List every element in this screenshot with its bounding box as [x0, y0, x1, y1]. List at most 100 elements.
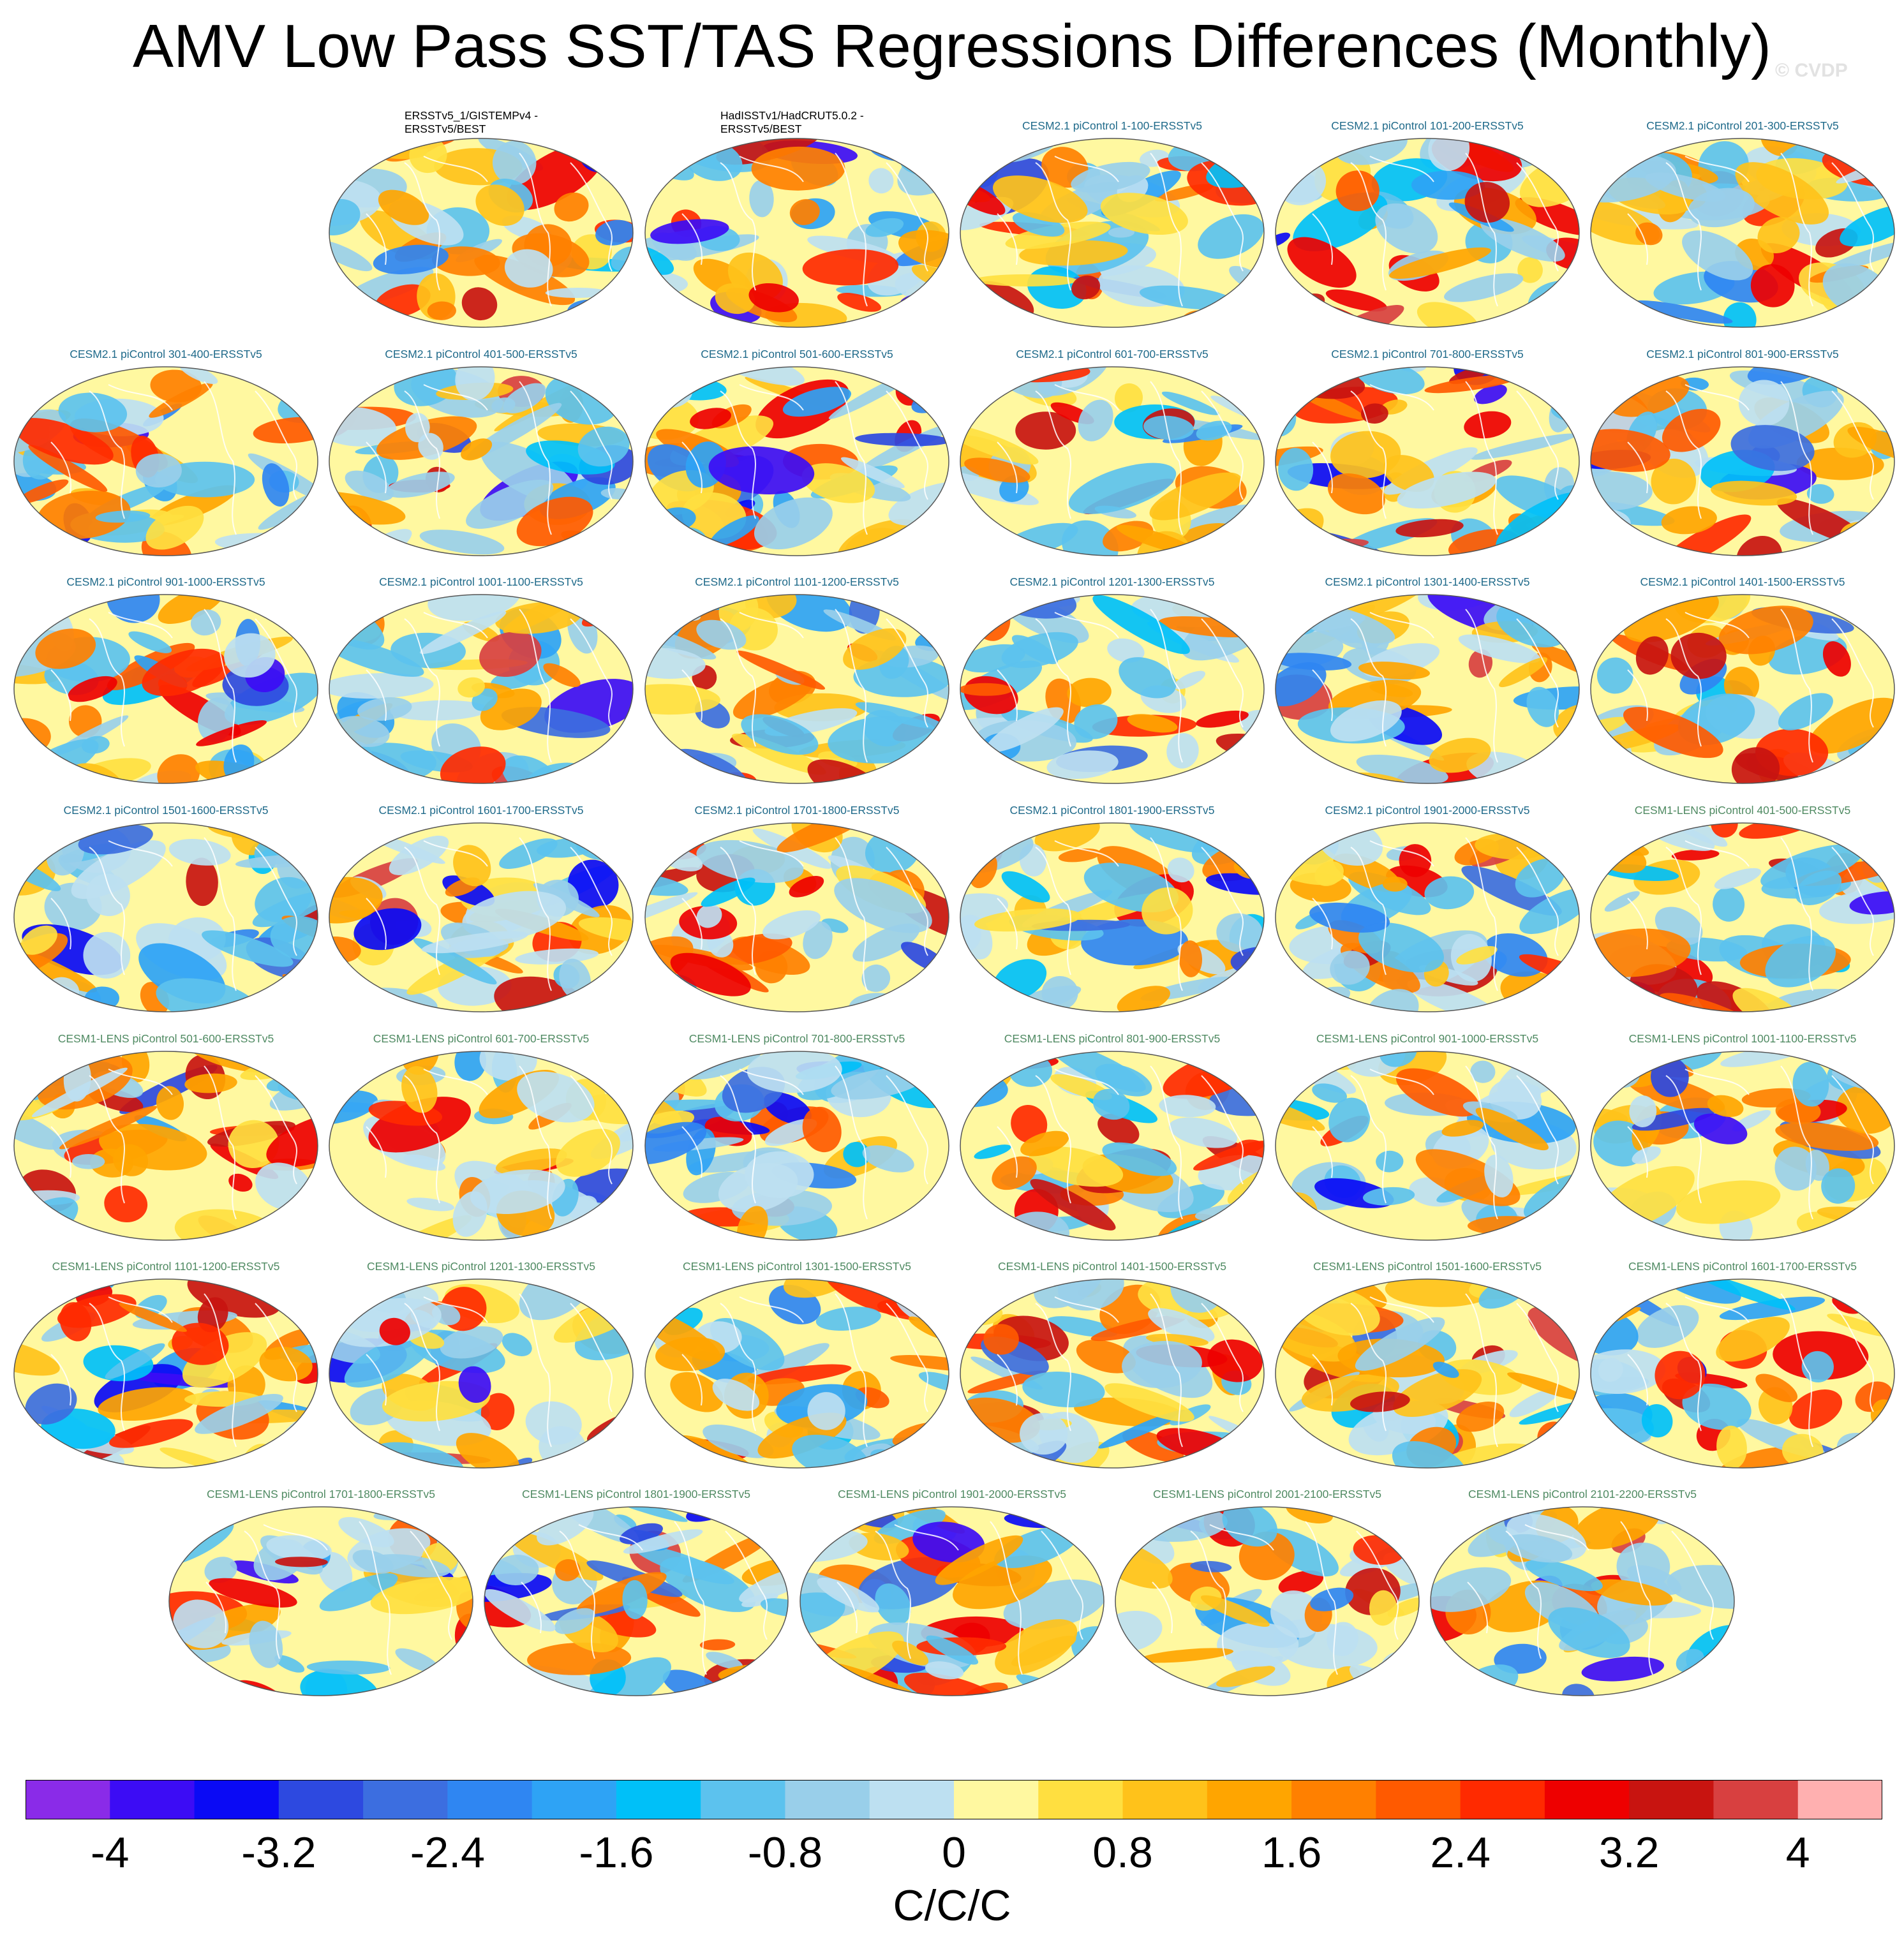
panel-title: CESM2.1 piControl 1801-1900-ERSSTv5: [1009, 804, 1215, 817]
panel-title: CESM2.1 piControl 201-300-ERSSTv5: [1646, 119, 1839, 132]
colorbar: [26, 1780, 1882, 1819]
regression-map: [960, 594, 1265, 784]
colorbar-swatch: [1291, 1780, 1376, 1819]
panel-title: CESM2.1 piControl 801-900-ERSSTv5: [1646, 348, 1839, 360]
panel-title: CESM2.1 piControl 1501-1600-ERSSTv5: [63, 804, 269, 817]
colorbar-swatch: [110, 1780, 195, 1819]
panel-title: CESM2.1 piControl 901-1000-ERSSTv5: [66, 575, 265, 588]
colorbar-swatch: [1460, 1780, 1545, 1819]
regression-map: [329, 366, 634, 556]
colorbar-swatch: [447, 1780, 533, 1819]
regression-map: [960, 138, 1265, 328]
colorbar-swatch: [701, 1780, 785, 1819]
regression-map: [13, 1051, 318, 1241]
regression-map: [13, 822, 318, 1012]
colorbar-swatch: [1207, 1780, 1292, 1819]
colorbar-tick-label: -2.4: [410, 1828, 485, 1877]
regression-map: [1275, 594, 1580, 784]
colorbar-swatch: [616, 1780, 701, 1819]
regression-map: [1590, 822, 1895, 1012]
panel-title: CESM2.1 piControl 701-800-ERSSTv5: [1331, 348, 1524, 360]
figure-title: AMV Low Pass SST/TAS Regressions Differe…: [133, 12, 1771, 80]
regression-map: [960, 366, 1265, 556]
regression-map: [484, 1506, 789, 1696]
colorbar-swatch: [954, 1780, 1039, 1819]
colorbar-swatch: [26, 1780, 110, 1819]
panel-title: CESM1-LENS piControl 1601-1700-ERSSTv5: [1628, 1260, 1857, 1273]
panel-title: CESM2.1 piControl 101-200-ERSSTv5: [1331, 119, 1524, 132]
colorbar-tick-label: 0.8: [1092, 1828, 1153, 1877]
regression-map: [800, 1506, 1104, 1696]
panel-title: CESM1-LENS piControl 1401-1500-ERSSTv5: [998, 1260, 1226, 1273]
colorbar-swatch: [278, 1780, 364, 1819]
regression-map: [13, 1278, 318, 1469]
regression-map: [1275, 1051, 1580, 1241]
panel-title: CESM2.1 piControl 301-400-ERSSTv5: [70, 348, 262, 360]
panel-title: CESM1-LENS piControl 601-700-ERSSTv5: [373, 1032, 590, 1045]
regression-map: [329, 1278, 634, 1469]
panel-title: CESM1-LENS piControl 701-800-ERSSTv5: [688, 1032, 905, 1045]
colorbar-units: C/C/C: [893, 1881, 1011, 1930]
colorbar-tick-label: 3.2: [1598, 1828, 1660, 1877]
regression-map: [644, 594, 949, 784]
regression-map: [1275, 138, 1580, 328]
panel-title: CESM1-LENS piControl 801-900-ERSSTv5: [1004, 1032, 1221, 1045]
colorbar-swatch: [1629, 1780, 1714, 1819]
regression-map: [1590, 594, 1895, 784]
regression-map: [13, 594, 318, 784]
regression-map: [329, 822, 634, 1012]
panel-title: CESM1-LENS piControl 1501-1600-ERSSTv5: [1313, 1260, 1542, 1273]
colorbar-swatch: [532, 1780, 617, 1819]
colorbar-tick-label: 2.4: [1430, 1828, 1491, 1877]
panel-title: CESM2.1 piControl 1301-1400-ERSSTv5: [1325, 575, 1530, 588]
regression-map: [1275, 366, 1580, 556]
colorbar-swatch: [1122, 1780, 1208, 1819]
colorbar-tick-label: 4: [1785, 1828, 1810, 1877]
panel-title: CESM1-LENS piControl 1901-2000-ERSSTv5: [838, 1488, 1066, 1500]
panel-title: ERSSTv5_1/GISTEMPv4 - ERSSTv5/BEST: [405, 109, 539, 135]
colorbar-swatch: [194, 1780, 279, 1819]
colorbar-swatch: [1713, 1780, 1799, 1819]
panel-title: CESM1-LENS piControl 2001-2100-ERSSTv5: [1153, 1488, 1381, 1500]
panel-title: CESM1-LENS piControl 1101-1200-ERSSTv5: [52, 1260, 280, 1273]
colorbar-tick-label: 0: [942, 1828, 966, 1877]
panel-title: CESM2.1 piControl 401-500-ERSSTv5: [385, 348, 577, 360]
panel-title: CESM1-LENS piControl 501-600-ERSSTv5: [57, 1032, 274, 1045]
panel-title: HadISSTv1/HadCRUT5.0.2 - ERSSTv5/BEST: [720, 109, 864, 135]
regression-map: [1590, 138, 1895, 328]
panel-title: CESM2.1 piControl 1901-2000-ERSSTv5: [1325, 804, 1530, 817]
regression-map: [329, 1051, 634, 1241]
panel-title: CESM2.1 piControl 1701-1800-ERSSTv5: [694, 804, 900, 817]
cvdp-watermark: © CVDP: [1775, 60, 1848, 81]
colorbar-swatch: [869, 1780, 955, 1819]
panel-title: CESM2.1 piControl 1201-1300-ERSSTv5: [1009, 575, 1215, 588]
regression-map: [1590, 366, 1895, 556]
regression-map: [644, 822, 949, 1012]
colorbar-tick-label: -1.6: [579, 1828, 654, 1877]
panel-title: CESM2.1 piControl 1001-1100-ERSSTv5: [379, 575, 583, 588]
colorbar-swatch: [1376, 1780, 1461, 1819]
regression-map: [644, 366, 949, 556]
panel-title: CESM2.1 piControl 601-700-ERSSTv5: [1016, 348, 1209, 360]
regression-map: [168, 1506, 473, 1696]
regression-map: [644, 1278, 949, 1469]
colorbar-swatch: [363, 1780, 448, 1819]
panel-title: CESM1-LENS piControl 1201-1300-ERSSTv5: [367, 1260, 595, 1273]
regression-map: [329, 138, 634, 328]
colorbar-tick-label: -0.8: [747, 1828, 823, 1877]
regression-map: [960, 1278, 1265, 1469]
regression-map: [329, 594, 634, 784]
colorbar-swatch: [1544, 1780, 1630, 1819]
panel-title: CESM1-LENS piControl 401-500-ERSSTv5: [1634, 804, 1851, 817]
regression-map: [1275, 822, 1580, 1012]
panel-title: CESM1-LENS piControl 2101-2200-ERSSTv5: [1468, 1488, 1697, 1500]
panel-title: CESM2.1 piControl 1401-1500-ERSSTv5: [1640, 575, 1845, 588]
panel-title: CESM1-LENS piControl 1001-1100-ERSSTv5: [1628, 1032, 1857, 1045]
regression-map: [1115, 1506, 1420, 1696]
regression-map: [960, 1051, 1265, 1241]
panel-title: CESM1-LENS piControl 901-1000-ERSSTv5: [1316, 1032, 1539, 1045]
regression-map: [960, 822, 1265, 1012]
panel-title: CESM1-LENS piControl 1701-1800-ERSSTv5: [207, 1488, 435, 1500]
panel-title: CESM2.1 piControl 1601-1700-ERSSTv5: [378, 804, 584, 817]
panel-title: CESM1-LENS piControl 1301-1500-ERSSTv5: [683, 1260, 911, 1273]
